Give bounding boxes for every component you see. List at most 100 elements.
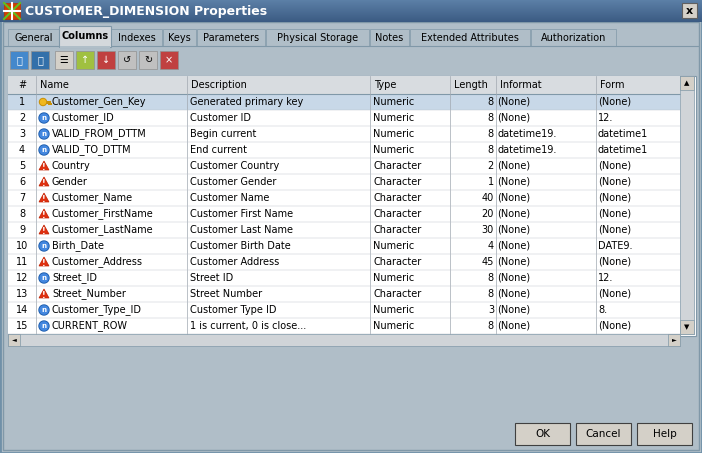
Bar	[163, 29, 196, 46]
Text: Form: Form	[600, 80, 625, 90]
Text: 10: 10	[16, 241, 28, 251]
Text: 20: 20	[482, 209, 494, 219]
Text: 8: 8	[19, 209, 25, 219]
Bar	[58, 26, 111, 47]
Text: Street Number: Street Number	[190, 289, 262, 299]
Bar	[0, 9, 702, 10]
Polygon shape	[39, 209, 49, 218]
Bar	[0, 12, 702, 13]
Text: Authorization: Authorization	[541, 33, 607, 43]
Text: 12.: 12.	[598, 113, 614, 123]
Text: ◄: ◄	[12, 337, 16, 342]
Text: VALID_TO_DTTM: VALID_TO_DTTM	[52, 145, 132, 155]
Text: Numeric: Numeric	[373, 129, 414, 139]
Bar	[668, 334, 680, 346]
Text: n: n	[41, 243, 46, 249]
Bar	[8, 49, 692, 71]
Text: 3: 3	[488, 305, 494, 315]
Bar	[4, 3, 20, 19]
Bar	[10, 51, 28, 69]
Text: 8: 8	[488, 273, 494, 283]
Text: (None): (None)	[497, 241, 530, 251]
Text: 14: 14	[16, 305, 28, 315]
Text: Columns: Columns	[61, 31, 109, 41]
Text: (None): (None)	[497, 193, 530, 203]
Text: Street_ID: Street_ID	[52, 273, 97, 284]
Text: (None): (None)	[497, 305, 530, 315]
Text: (None): (None)	[497, 97, 530, 107]
Text: (None): (None)	[598, 321, 631, 331]
Text: Customer_Address: Customer_Address	[52, 256, 143, 267]
Bar	[637, 423, 692, 445]
Text: Customer Name: Customer Name	[190, 193, 270, 203]
Text: DATE9.: DATE9.	[598, 241, 633, 251]
Text: 8: 8	[488, 289, 494, 299]
Text: Customer_Type_ID: Customer_Type_ID	[52, 304, 142, 315]
Text: 2: 2	[488, 161, 494, 171]
Bar	[8, 222, 680, 238]
Text: Country: Country	[52, 161, 91, 171]
Polygon shape	[39, 177, 49, 186]
Text: #: #	[18, 80, 26, 90]
Bar	[50, 103, 52, 105]
Text: OK: OK	[535, 429, 550, 439]
Text: End current: End current	[190, 145, 247, 155]
Text: Begin current: Begin current	[190, 129, 256, 139]
Text: Help: Help	[653, 429, 676, 439]
Circle shape	[40, 114, 48, 122]
Text: (None): (None)	[598, 289, 631, 299]
Text: Customer Address: Customer Address	[190, 257, 279, 267]
Bar	[45, 101, 51, 103]
Text: Parameters: Parameters	[203, 33, 259, 43]
Text: (None): (None)	[598, 257, 631, 267]
Circle shape	[39, 113, 49, 123]
Bar	[0, 6, 702, 7]
Text: Generated primary key: Generated primary key	[190, 97, 303, 107]
Text: 45: 45	[482, 257, 494, 267]
Text: Gender: Gender	[52, 177, 88, 187]
Circle shape	[39, 145, 49, 155]
Polygon shape	[39, 289, 49, 298]
Bar	[0, 2, 702, 3]
Circle shape	[39, 305, 49, 315]
Text: Customer_LastName: Customer_LastName	[52, 225, 154, 236]
Text: Customer_Gen_Key: Customer_Gen_Key	[52, 96, 147, 107]
Text: 5: 5	[19, 161, 25, 171]
Bar	[8, 126, 680, 142]
Bar	[8, 318, 680, 334]
Text: Character: Character	[373, 193, 421, 203]
Text: CURRENT_ROW: CURRENT_ROW	[52, 321, 128, 332]
Text: Character: Character	[373, 225, 421, 235]
Bar	[8, 206, 680, 222]
Text: 11: 11	[16, 257, 28, 267]
Text: x: x	[685, 6, 693, 16]
Bar	[48, 103, 50, 105]
Text: ▼: ▼	[684, 324, 689, 330]
Bar	[8, 190, 680, 206]
Text: n: n	[41, 131, 46, 137]
Text: Customer Gender: Customer Gender	[190, 177, 277, 187]
Text: 6: 6	[19, 177, 25, 187]
Text: Character: Character	[373, 209, 421, 219]
Circle shape	[40, 146, 48, 154]
Text: Character: Character	[373, 257, 421, 267]
Text: (None): (None)	[598, 161, 631, 171]
Text: Street_Number: Street_Number	[52, 289, 126, 299]
Bar	[0, 0, 702, 1]
Text: ×: ×	[165, 55, 173, 65]
Bar	[0, 10, 702, 11]
Text: Name: Name	[40, 80, 69, 90]
Bar	[680, 76, 694, 90]
Text: 8: 8	[488, 129, 494, 139]
Bar	[682, 3, 697, 18]
Text: ↻: ↻	[144, 55, 152, 65]
Text: datetime1: datetime1	[598, 145, 648, 155]
Bar	[8, 174, 680, 190]
Text: 2: 2	[19, 113, 25, 123]
Bar	[0, 18, 702, 19]
Circle shape	[40, 322, 48, 330]
Bar	[0, 13, 702, 14]
Bar	[0, 4, 702, 5]
Bar	[8, 76, 680, 94]
Polygon shape	[39, 257, 49, 266]
